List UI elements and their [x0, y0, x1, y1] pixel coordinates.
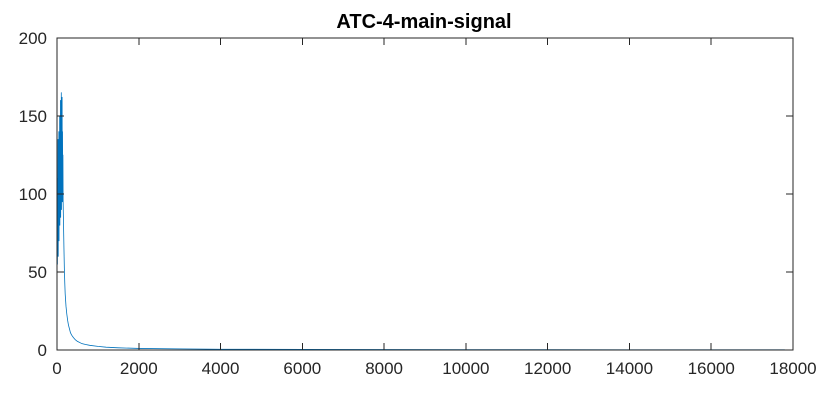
y-tick-label-0: 0	[38, 341, 47, 360]
y-tick-label-4: 200	[19, 29, 47, 48]
x-tick-label-9: 18000	[769, 359, 816, 378]
y-tick-label-3: 150	[19, 107, 47, 126]
axes-box	[56, 37, 794, 351]
x-tick-label-3: 6000	[283, 359, 321, 378]
x-tick-label-0: 0	[52, 359, 61, 378]
x-tick-label-7: 14000	[606, 359, 653, 378]
x-tick-label-4: 8000	[365, 359, 403, 378]
axes: 0 2000 4000 6000 8000 10000 12000 14000 16000 180…	[19, 29, 817, 378]
chart-title: ATC-4-main-signal	[336, 11, 511, 33]
series-line-0	[56, 92, 785, 351]
y-tick-label-2: 100	[19, 185, 47, 204]
y-tick-label-1: 50	[28, 263, 47, 282]
x-tick-label-2: 4000	[202, 359, 240, 378]
plot-area	[56, 92, 785, 351]
x-tick-label-5: 10000	[442, 359, 489, 378]
x-tick-label-8: 16000	[688, 359, 735, 378]
x-tick-label-1: 2000	[120, 359, 158, 378]
x-tick-label-6: 12000	[524, 359, 571, 378]
